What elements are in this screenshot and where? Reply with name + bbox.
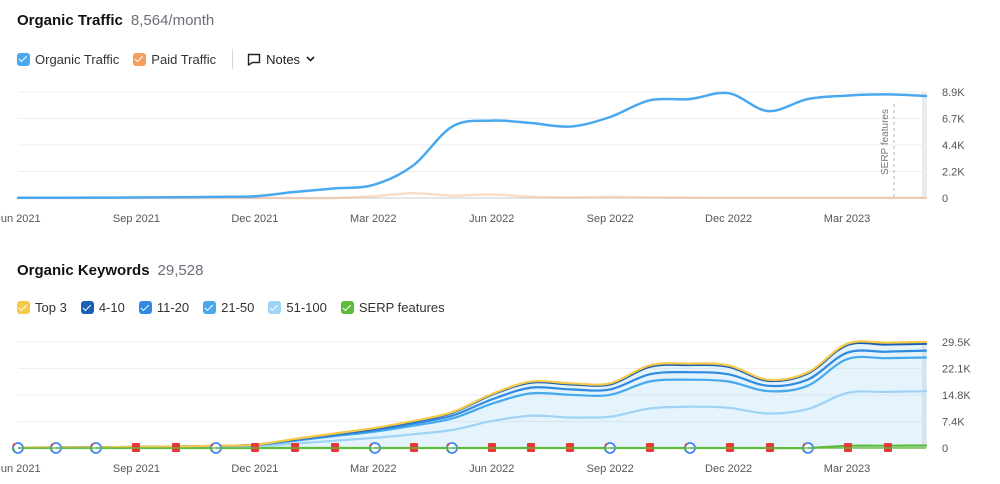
chevron-down-icon[interactable] (306, 56, 315, 62)
legend-4-10-label: 4-10 (98, 300, 125, 315)
traffic-value: 8,564/month (130, 12, 215, 29)
legend-11-20-label: 11-20 (156, 300, 190, 315)
y-tick-label: 14.8K (942, 390, 971, 402)
traffic-title-row: Organic Traffic 8,564/month (17, 12, 214, 29)
notes-dropdown[interactable]: Notes (247, 52, 320, 67)
legend-paid-traffic[interactable]: Paid Traffic (133, 52, 216, 67)
y-tick-label: 4.4K (942, 140, 965, 152)
current-period-band (922, 342, 927, 448)
legend-serp-features[interactable]: SERP features (340, 300, 445, 315)
legend-11-20[interactable]: 11-20 (138, 300, 190, 315)
organic-keywords-chart[interactable]: 29.5K 22.1K 14.8K 7.4K 0 Jun 2021 Sep 2021 Dec … (0, 332, 1000, 475)
legend-51-100-label: 51-100 (286, 300, 327, 315)
x-tick-label: Jun 2022 (469, 213, 514, 225)
x-tick-label: Sep 2021 (113, 213, 160, 225)
legend-serp-features-label: SERP features (358, 300, 445, 315)
x-tick-label: Jun 2022 (469, 463, 514, 475)
top3-checkbox[interactable] (17, 301, 30, 314)
y-tick-label: 2.2K (942, 167, 965, 179)
organic-traffic-panel: Organic Traffic 8,564/month Organic Traf… (0, 0, 1000, 240)
y-tick-label: 0 (942, 193, 948, 205)
y-tick-label: 0 (942, 443, 948, 455)
x-tick-label: Mar 2022 (350, 213, 396, 225)
keywords-value: 29,528 (157, 262, 204, 279)
keywords-area-fill (18, 341, 926, 448)
x-tick-label: Mar 2022 (350, 463, 396, 475)
x-tick-label: Dec 2021 (231, 213, 278, 225)
y-tick-label: 6.7K (942, 114, 965, 126)
51-100-checkbox[interactable] (268, 301, 282, 314)
y-tick-label: 8.9K (942, 87, 965, 99)
notes-label: Notes (266, 51, 301, 67)
current-period-band (922, 92, 927, 198)
legend-21-50-label: 21-50 (221, 300, 255, 315)
traffic-title: Organic Traffic (17, 12, 123, 29)
legend-top3[interactable]: Top 3 (17, 300, 67, 315)
x-tick-label: Dec 2022 (705, 463, 752, 475)
4-10-checkbox[interactable] (80, 301, 94, 314)
notes-icon (247, 53, 261, 66)
legend-51-100[interactable]: 51-100 (268, 300, 327, 315)
legend-paid-traffic-label: Paid Traffic (151, 51, 217, 67)
y-tick-label: 29.5K (942, 337, 971, 349)
legend-4-10[interactable]: 4-10 (80, 300, 125, 315)
legend-organic-traffic-label: Organic Traffic (35, 51, 120, 67)
organic-traffic-checkbox[interactable] (17, 52, 30, 66)
legend-divider (232, 49, 234, 69)
keywords-title-row: Organic Keywords 29,528 (17, 262, 203, 279)
y-tick-label: 22.1K (942, 364, 971, 376)
y-tick-label: 7.4K (942, 417, 965, 429)
serp-features-checkbox[interactable] (340, 301, 354, 314)
x-tick-label: Mar 2023 (824, 213, 870, 225)
x-tick-label: Dec 2022 (705, 213, 752, 225)
paid-traffic-checkbox[interactable] (133, 52, 147, 66)
21-50-checkbox[interactable] (203, 301, 217, 314)
x-tick-label: Sep 2022 (587, 213, 634, 225)
serp-features-annotation: SERP features (880, 109, 891, 175)
11-20-checkbox[interactable] (138, 301, 152, 314)
legend-organic-traffic[interactable]: Organic Traffic (17, 52, 119, 67)
series-line-organic-traffic[interactable] (16, 91, 928, 200)
legend-21-50[interactable]: 21-50 (203, 300, 254, 315)
x-tick-label: Jun 2021 (0, 213, 41, 225)
x-tick-label: Sep 2021 (113, 463, 160, 475)
keywords-legend: Top 3 4-10 11-20 21-50 51-100 SERP featu… (17, 300, 459, 315)
keywords-title: Organic Keywords (17, 262, 150, 279)
x-tick-label: Sep 2022 (587, 463, 634, 475)
x-tick-label: Mar 2023 (824, 463, 870, 475)
organic-traffic-chart[interactable]: 8.9K 6.7K 4.4K 2.2K 0 Jun 2021 Sep 2021 Dec 202… (0, 82, 1000, 225)
traffic-legend: Organic Traffic Paid Traffic Notes (17, 49, 320, 69)
x-tick-label: Dec 2021 (231, 463, 278, 475)
organic-keywords-panel: Organic Keywords 29,528 Top 3 4-10 11-20… (0, 250, 1000, 484)
x-tick-label: Jun 2021 (0, 463, 41, 475)
legend-top3-label: Top 3 (35, 300, 67, 315)
